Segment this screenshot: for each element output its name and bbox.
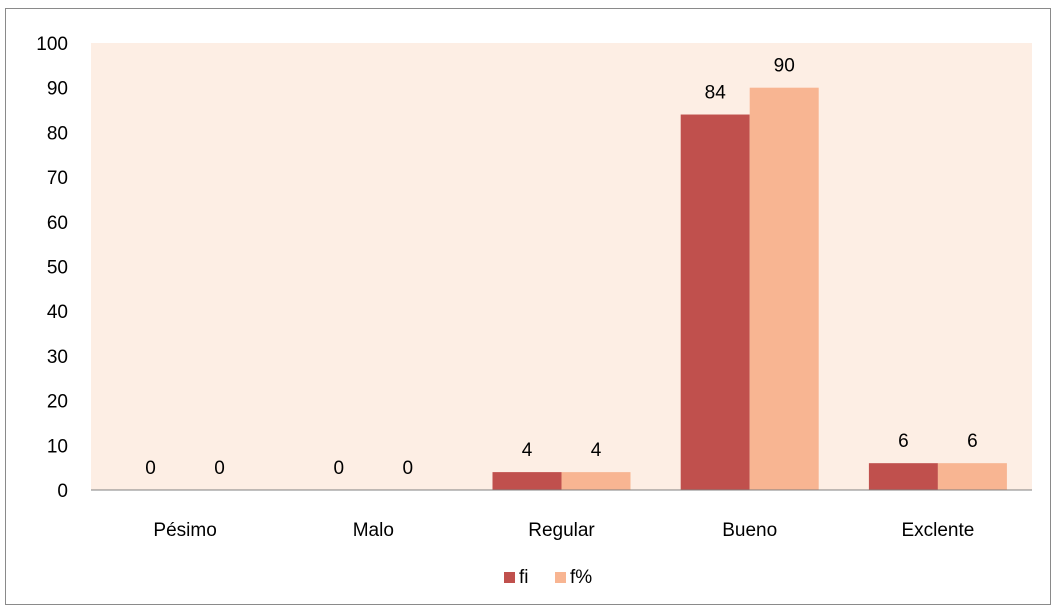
- y-tick-label: 90: [47, 79, 68, 100]
- data-labels: 0 0 0 0 4 4 84 90 6 6: [145, 56, 977, 479]
- bar-fpct-exclente: [937, 463, 1007, 490]
- y-tick-label: 50: [47, 258, 68, 279]
- data-label: 6: [967, 431, 978, 452]
- bars: [492, 87, 1007, 491]
- y-tick-label: 100: [36, 34, 68, 55]
- y-axis-ticks: 0 10 20 30 40 50 60 70 80 90 100: [36, 34, 68, 502]
- y-tick-label: 10: [47, 436, 68, 457]
- bar-fi-regular: [492, 472, 562, 490]
- x-tick-label: Exclente: [901, 520, 974, 541]
- x-tick-label: Pésimo: [153, 520, 216, 541]
- data-label: 4: [522, 440, 533, 461]
- legend-label: fi: [519, 567, 529, 588]
- legend-swatch: [555, 572, 566, 583]
- x-tick-label: Bueno: [722, 520, 777, 541]
- y-tick-label: 80: [47, 123, 68, 144]
- plot-area: [91, 43, 1032, 490]
- x-tick-label: Regular: [528, 520, 595, 541]
- legend-label: f%: [570, 567, 592, 588]
- data-label: 4: [591, 440, 602, 461]
- y-tick-label: 70: [47, 168, 68, 189]
- data-label: 0: [334, 458, 345, 479]
- y-tick-label: 40: [47, 302, 68, 323]
- legend-swatch: [504, 572, 515, 583]
- bar-fi-bueno: [680, 114, 750, 491]
- y-tick-label: 0: [57, 481, 68, 502]
- y-tick-label: 30: [47, 347, 68, 368]
- data-label: 90: [774, 56, 795, 77]
- data-label: 6: [898, 431, 909, 452]
- data-label: 0: [403, 458, 414, 479]
- bar-fpct-regular: [561, 472, 631, 490]
- legend: fi f%: [504, 567, 592, 588]
- y-tick-label: 20: [47, 392, 68, 413]
- y-tick-label: 60: [47, 213, 68, 234]
- x-axis-labels: Pésimo Malo Regular Bueno Exclente: [153, 520, 974, 541]
- data-label: 84: [705, 83, 727, 104]
- x-tick-label: Malo: [353, 520, 394, 541]
- data-label: 0: [145, 458, 156, 479]
- bar-fpct-bueno: [749, 87, 819, 490]
- bar-fi-exclente: [868, 463, 938, 490]
- data-label: 0: [214, 458, 225, 479]
